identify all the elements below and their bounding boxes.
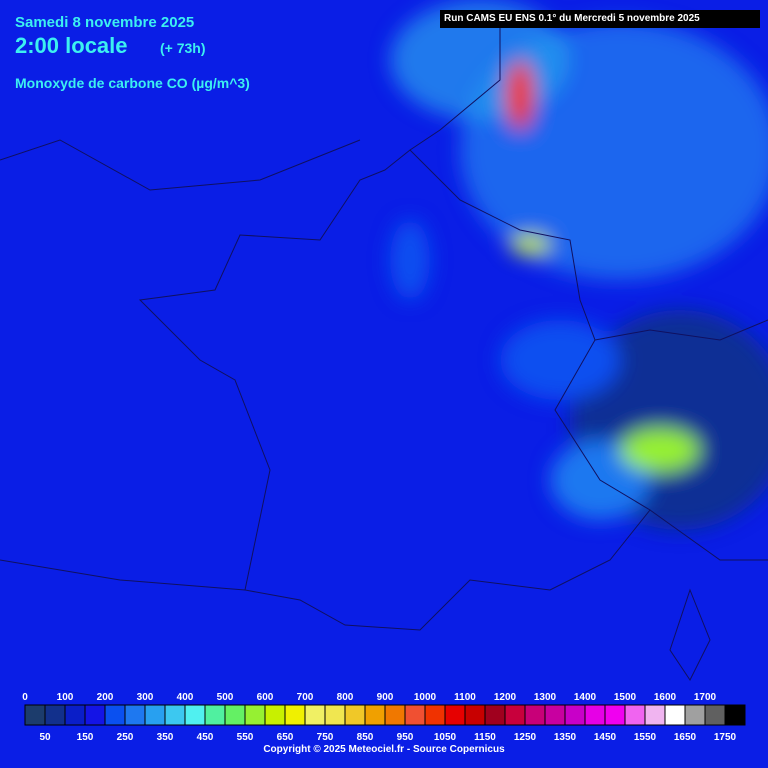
legend-label: 1750 xyxy=(714,732,737,743)
legend-swatch xyxy=(84,704,106,726)
legend-swatch xyxy=(384,704,406,726)
legend-swatch xyxy=(424,704,446,726)
legend-label: 600 xyxy=(257,692,274,703)
legend-label: 1000 xyxy=(414,692,437,703)
legend-label: 200 xyxy=(97,692,114,703)
legend-label: 1350 xyxy=(554,732,577,743)
legend-label: 900 xyxy=(377,692,394,703)
legend-label: 1250 xyxy=(514,732,537,743)
legend-swatch xyxy=(644,704,666,726)
legend-swatch xyxy=(224,704,246,726)
legend-swatch xyxy=(444,704,466,726)
legend-label: 150 xyxy=(77,732,94,743)
legend-swatch xyxy=(684,704,706,726)
legend-label: 1450 xyxy=(594,732,617,743)
legend-swatch xyxy=(604,704,626,726)
legend-swatch xyxy=(504,704,526,726)
legend-label: 1700 xyxy=(694,692,717,703)
legend-swatch xyxy=(164,704,186,726)
legend-swatch xyxy=(544,704,566,726)
legend-label: 350 xyxy=(157,732,174,743)
lead-time: (+ 73h) xyxy=(160,40,206,56)
legend-swatch xyxy=(44,704,66,726)
legend-label: 400 xyxy=(177,692,194,703)
legend-swatch xyxy=(524,704,546,726)
variable-name: Monoxyde de carbone CO (µg/m^3) xyxy=(15,75,250,91)
run-info: Run CAMS EU ENS 0.1° du Mercredi 5 novem… xyxy=(440,10,760,28)
legend-label: 800 xyxy=(337,692,354,703)
legend-swatch xyxy=(664,704,686,726)
borders xyxy=(0,20,768,681)
legend-label: 450 xyxy=(197,732,214,743)
legend-swatch xyxy=(464,704,486,726)
legend-swatch xyxy=(124,704,146,726)
legend-swatch xyxy=(364,704,386,726)
legend-label: 50 xyxy=(39,732,51,743)
legend-swatch xyxy=(184,704,206,726)
legend-swatch xyxy=(324,704,346,726)
legend-label: 100 xyxy=(57,692,74,703)
legend-swatch xyxy=(624,704,646,726)
legend-label: 950 xyxy=(397,732,414,743)
legend-swatch xyxy=(704,704,726,726)
legend-swatch xyxy=(724,704,746,726)
copyright: Copyright © 2025 Meteociel.fr - Source C… xyxy=(263,744,505,755)
legend-label: 1500 xyxy=(614,692,637,703)
legend-swatch xyxy=(24,704,46,726)
legend-swatch xyxy=(204,704,226,726)
legend-swatch xyxy=(484,704,506,726)
legend-label: 1300 xyxy=(534,692,557,703)
legend-swatch xyxy=(584,704,606,726)
legend-label: 550 xyxy=(237,732,254,743)
legend-label: 1600 xyxy=(654,692,677,703)
legend-swatch xyxy=(344,704,366,726)
legend-label: 1050 xyxy=(434,732,457,743)
legend-label: 500 xyxy=(217,692,234,703)
legend-swatch xyxy=(564,704,586,726)
forecast-time: 2:00 locale xyxy=(15,33,128,58)
legend-label: 300 xyxy=(137,692,154,703)
legend-swatch xyxy=(64,704,86,726)
legend-label: 1200 xyxy=(494,692,517,703)
legend-label: 250 xyxy=(117,732,134,743)
legend-label: 1650 xyxy=(674,732,697,743)
legend-swatch xyxy=(284,704,306,726)
legend-swatch xyxy=(304,704,326,726)
legend-label: 1100 xyxy=(454,692,476,703)
legend-label: 650 xyxy=(277,732,294,743)
legend-label: 700 xyxy=(297,692,314,703)
legend-swatch xyxy=(264,704,286,726)
forecast-date: Samedi 8 novembre 2025 xyxy=(15,14,195,31)
legend-label: 1150 xyxy=(474,732,496,743)
legend-swatch xyxy=(104,704,126,726)
legend-label: 850 xyxy=(357,732,374,743)
legend-swatch xyxy=(144,704,166,726)
legend-label: 1550 xyxy=(634,732,657,743)
legend-swatch xyxy=(244,704,266,726)
legend-label: 1400 xyxy=(574,692,597,703)
concentration-field xyxy=(390,0,768,530)
legend-label: 750 xyxy=(317,732,334,743)
legend-swatch xyxy=(404,704,426,726)
legend-label: 0 xyxy=(22,692,28,703)
